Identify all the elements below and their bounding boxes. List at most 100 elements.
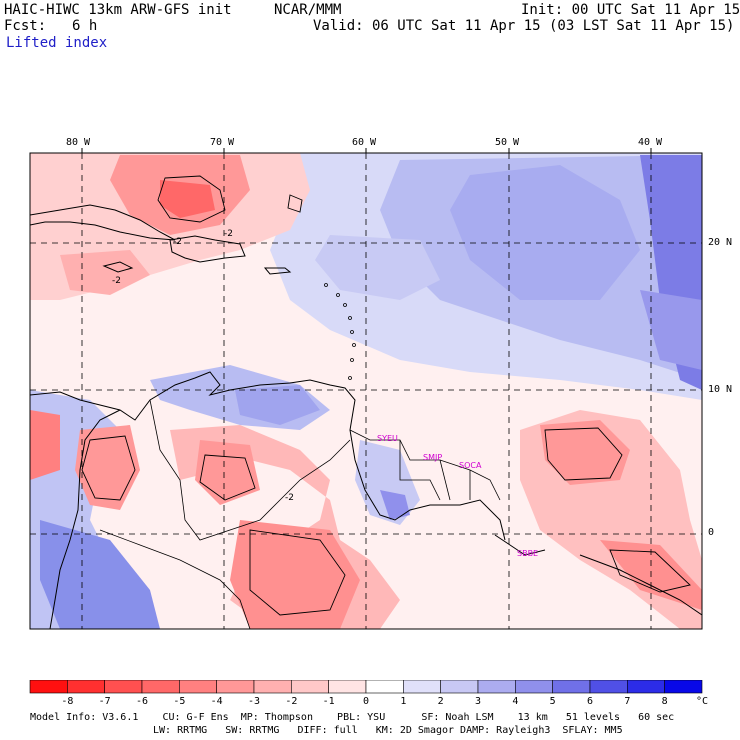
negative-mid-region <box>195 440 260 505</box>
lat-label: 20 N <box>708 237 733 248</box>
contour-label: -2 <box>224 229 233 239</box>
cuba-coast <box>30 204 176 241</box>
colorbar-swatch <box>477 680 516 694</box>
forecast-label: Fcst: <box>4 18 47 34</box>
colorbar-swatch <box>627 680 665 694</box>
contour-lines <box>81 175 691 616</box>
colorbar-swatch <box>216 680 255 694</box>
positive-strong-region <box>40 520 160 629</box>
contour-line <box>609 549 691 593</box>
positive-mid-region <box>315 235 440 300</box>
colorbar-swatch <box>253 680 292 694</box>
init-time: Init: 00 UTC Sat 11 Apr 15 <box>521 2 740 18</box>
contour-line <box>157 175 226 223</box>
colorbar-tick-label: -7 <box>98 696 111 707</box>
colorbar-swatch <box>552 680 591 694</box>
station-label: SMJP <box>423 453 442 462</box>
colorbar-swatch <box>664 680 703 694</box>
station-label: SYEU <box>377 434 398 443</box>
colorbar-swatch <box>403 680 441 694</box>
colorbar-swatch <box>104 680 143 694</box>
model-title: HAIC-HIWC 13km ARW-GFS init <box>4 2 232 18</box>
station-label: SBBE <box>517 549 538 558</box>
colombia-border <box>99 529 251 629</box>
negative-mid-region <box>230 520 360 629</box>
colorbar-swatch <box>440 680 479 694</box>
amazon-delta-coast <box>494 534 546 556</box>
lon-label: 50 W <box>495 137 520 148</box>
lon-label: 60 W <box>352 137 377 148</box>
negative-mid-region <box>60 250 150 295</box>
venezuela-border <box>149 399 351 541</box>
contour-label: -2 <box>112 276 121 286</box>
brazil-coast <box>579 554 702 616</box>
colorbar-swatch <box>67 680 105 694</box>
colorbar-tick-label: 2 <box>437 696 444 707</box>
colorbar-swatch <box>29 680 68 694</box>
positive-strong-region <box>380 490 410 520</box>
colorbar-tick-label: 1 <box>400 696 407 707</box>
south-america-north-coast <box>30 371 506 541</box>
contour-line <box>199 454 256 501</box>
contour-line <box>249 529 346 616</box>
organization: NCAR/MMM <box>274 2 342 18</box>
contour-line <box>544 427 623 481</box>
colombia-coast <box>49 409 121 629</box>
model-info-line1: Model Info: V3.6.1 CU: G-F Ens MP: Thomp… <box>30 712 675 723</box>
positive-mid-region <box>450 165 640 300</box>
guianas-border <box>349 429 501 501</box>
lat-lon-grid <box>30 153 702 629</box>
lat-label: 10 N <box>708 384 733 395</box>
colorbar-swatch <box>291 680 329 694</box>
lon-label: 80 W <box>66 137 91 148</box>
colorbar-tick-label: 7 <box>624 696 631 707</box>
negative-mid-region <box>30 410 60 480</box>
colorbar-swatch <box>589 680 628 694</box>
field-name: Lifted index <box>6 35 108 51</box>
jamaica-coast <box>102 261 134 273</box>
contour-line <box>81 435 136 501</box>
puerto-rico-coast <box>263 267 292 275</box>
colorbar <box>29 680 703 694</box>
positive-strong-region <box>640 290 702 370</box>
lon-label: 70 W <box>210 137 235 148</box>
colorbar-tick-label: -1 <box>322 696 335 707</box>
colorbar-tick-label: 8 <box>661 696 668 707</box>
coastlines <box>30 204 702 629</box>
country-borders <box>99 399 501 629</box>
lat-label: 0 <box>708 527 715 538</box>
suriname-guyana-border <box>399 440 471 501</box>
colorbar-swatch <box>328 680 367 694</box>
contour-label: -2 <box>285 493 294 503</box>
colorbar-swatch <box>365 680 404 694</box>
colorbar-tick-label: -2 <box>285 696 298 707</box>
negative-mid-region <box>540 420 630 485</box>
contour-line <box>287 194 303 213</box>
colorbar-tick-label: -6 <box>136 696 149 707</box>
lon-ticks <box>81 148 652 153</box>
lon-label: 40 W <box>638 137 663 148</box>
colorbar-tick-label: 3 <box>475 696 482 707</box>
colorbar-swatch <box>179 680 217 694</box>
colorbar-tick-label: 0 <box>363 696 370 707</box>
negative-strong-region <box>160 180 215 218</box>
lesser-antilles <box>324 283 356 380</box>
colorbar-tick-label: -4 <box>210 696 223 707</box>
negative-mid-region <box>75 425 140 510</box>
colorbar-unit: °C <box>696 696 709 707</box>
colorbar-tick-label: -5 <box>173 696 186 707</box>
colorbar-tick-label: 5 <box>549 696 556 707</box>
colorbar-tick-label: 4 <box>512 696 519 707</box>
model-info-line2: LW: RRTMG SW: RRTMG DIFF: full KM: 2D Sm… <box>153 725 623 736</box>
forecast-hour: 6 h <box>72 18 98 34</box>
map-field <box>30 153 702 629</box>
station-label: SOCA <box>459 461 482 470</box>
colorbar-tick-label: -3 <box>248 696 261 707</box>
colorbar-swatch <box>141 680 180 694</box>
colorbar-tick-label: 6 <box>587 696 594 707</box>
hispaniola-coast <box>169 235 246 263</box>
colorbar-swatch <box>515 680 553 694</box>
positive-mid-region <box>235 385 320 425</box>
colorbar-tick-label: -8 <box>61 696 74 707</box>
